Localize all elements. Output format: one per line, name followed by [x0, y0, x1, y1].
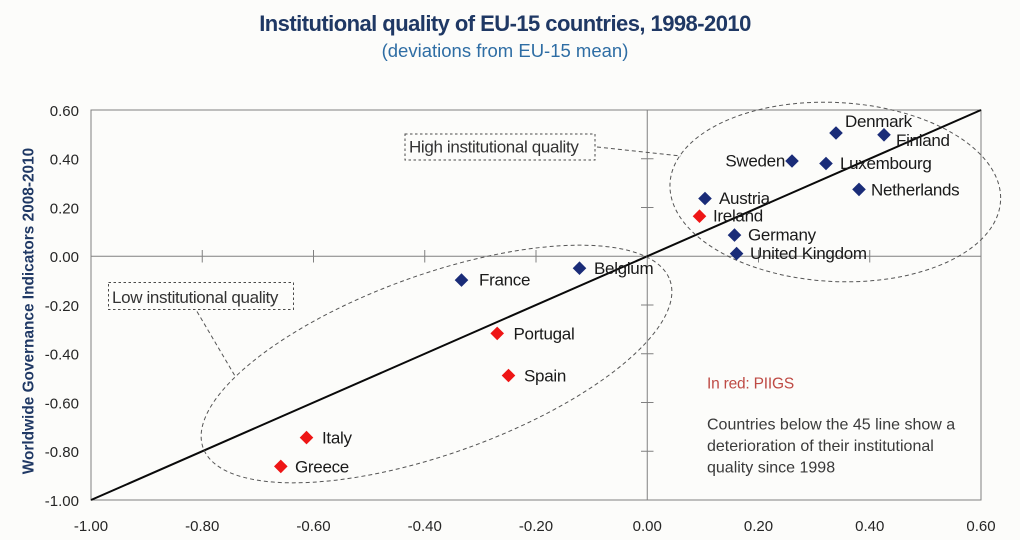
svg-text:-0.40: -0.40: [408, 518, 442, 535]
svg-text:United Kingdom: United Kingdom: [750, 244, 867, 263]
svg-text:Ireland: Ireland: [713, 207, 763, 226]
svg-text:0.20: 0.20: [744, 518, 773, 535]
svg-text:-0.40: -0.40: [45, 347, 79, 364]
svg-text:-0.60: -0.60: [45, 395, 79, 412]
svg-text:Spain: Spain: [524, 367, 566, 386]
svg-text:-0.60: -0.60: [296, 518, 330, 535]
svg-text:Luxembourg: Luxembourg: [840, 154, 932, 173]
svg-text:0.60: 0.60: [50, 103, 79, 120]
svg-text:0.00: 0.00: [633, 518, 662, 535]
svg-text:High institutional quality: High institutional quality: [409, 138, 579, 157]
svg-text:(deviations from EU-15 mean): (deviations from EU-15 mean): [382, 40, 629, 61]
svg-text:quality since 1998: quality since 1998: [707, 460, 835, 477]
svg-text:0.20: 0.20: [50, 200, 79, 217]
svg-text:-0.80: -0.80: [45, 444, 79, 461]
svg-text:Germany: Germany: [748, 226, 817, 245]
svg-text:Denmark: Denmark: [845, 112, 913, 131]
svg-text:-1.00: -1.00: [45, 493, 79, 510]
svg-text:deterioration of their institu: deterioration of their institutional: [707, 438, 934, 455]
svg-text:Finland: Finland: [896, 131, 950, 150]
svg-text:France: France: [479, 271, 530, 290]
svg-text:Netherlands: Netherlands: [871, 181, 959, 200]
svg-text:Sweden: Sweden: [725, 152, 785, 171]
svg-text:Countries below the 45 line sh: Countries below the 45 line show a: [707, 417, 955, 434]
svg-text:-0.20: -0.20: [45, 298, 79, 315]
svg-text:Worldwide Governance Indicator: Worldwide Governance Indicators 2008-201…: [21, 148, 38, 474]
svg-text:-1.00: -1.00: [74, 518, 108, 535]
svg-text:0.40: 0.40: [50, 152, 79, 169]
svg-text:Greece: Greece: [295, 458, 349, 477]
svg-text:0.60: 0.60: [966, 518, 995, 535]
svg-text:0.40: 0.40: [855, 518, 884, 535]
svg-text:Italy: Italy: [322, 429, 352, 448]
svg-text:In red: PIIGS: In red: PIIGS: [707, 376, 794, 393]
svg-text:-0.20: -0.20: [519, 518, 553, 535]
svg-text:-0.80: -0.80: [185, 518, 219, 535]
svg-text:Belgium: Belgium: [594, 259, 653, 278]
svg-text:Portugal: Portugal: [514, 325, 575, 344]
svg-text:Austria: Austria: [719, 189, 771, 208]
svg-text:Low institutional quality: Low institutional quality: [112, 288, 279, 307]
svg-text:Institutional quality of EU-15: Institutional quality of EU-15 countries…: [259, 11, 751, 36]
svg-text:0.00: 0.00: [50, 249, 79, 266]
